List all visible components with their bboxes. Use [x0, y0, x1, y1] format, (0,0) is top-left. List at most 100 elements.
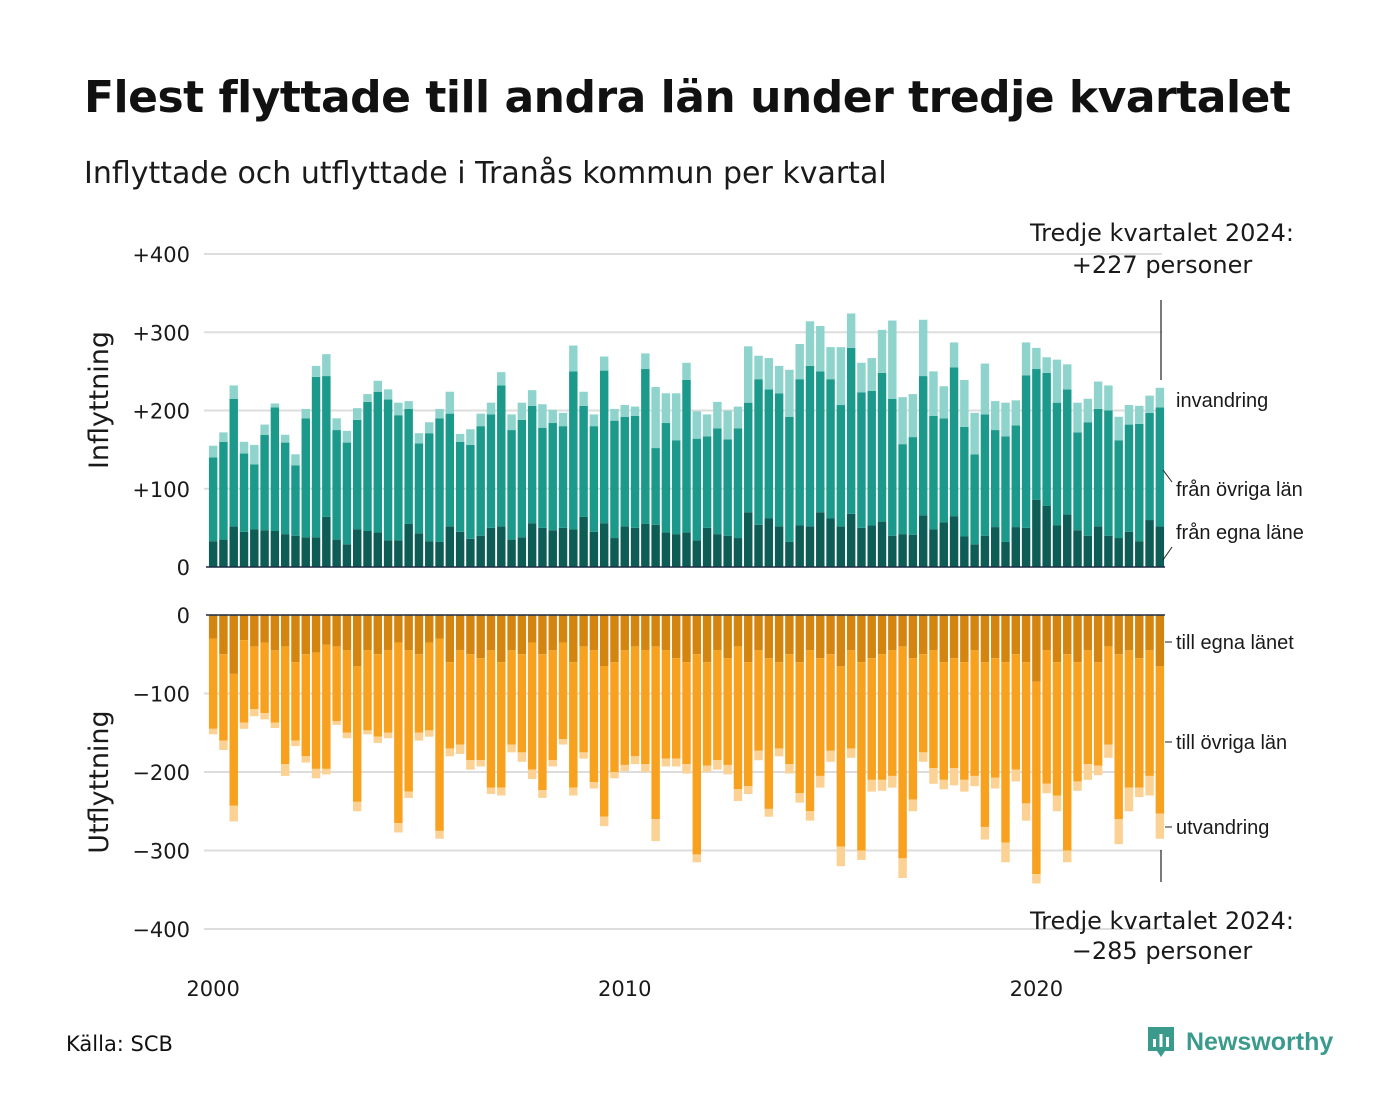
bar-in-ovriga — [507, 430, 516, 540]
bar-in-invandring — [579, 391, 588, 406]
bar-ut-ovriga — [1063, 654, 1072, 851]
bar-in-egna — [980, 535, 990, 567]
bar-ut-utvandring — [404, 791, 413, 798]
bar-in-invandring — [322, 354, 331, 377]
bar-ut-ovriga — [774, 662, 784, 749]
bar-ut-ovriga — [630, 646, 640, 757]
bar-ut-ovriga — [394, 642, 403, 824]
bar-ut-utvandring — [671, 758, 681, 767]
bar-ut-utvandring — [630, 756, 640, 765]
bar-ut-egna — [620, 615, 629, 651]
bar-ut-egna — [1104, 615, 1113, 647]
bar-in-ovriga — [1052, 402, 1062, 526]
bar-ut-utvandring — [301, 756, 310, 763]
bar-ut-egna — [301, 615, 310, 655]
bar-ut-egna — [363, 615, 372, 651]
bar-in-invandring — [723, 410, 732, 440]
bar-ut-utvandring — [857, 850, 866, 860]
bar-in-egna — [208, 541, 218, 567]
bar-in-ovriga — [949, 367, 959, 517]
y-tick-label-top: +300 — [132, 321, 190, 345]
bar-in-egna — [713, 534, 722, 567]
bar-in-ovriga — [579, 405, 588, 517]
y-tick-label-top: +200 — [132, 400, 190, 424]
bar-ut-utvandring — [1073, 781, 1082, 791]
bar-in-egna — [641, 523, 650, 567]
bar-ut-ovriga — [1114, 654, 1123, 820]
bar-in-invandring — [291, 454, 300, 466]
bar-ut-utvandring — [280, 764, 290, 776]
bar-in-egna — [1124, 531, 1134, 567]
bar-in-egna — [260, 530, 269, 567]
bar-ut-ovriga — [455, 650, 465, 745]
bar-ut-utvandring — [1104, 744, 1113, 758]
bar-in-egna — [826, 518, 835, 567]
annotation-bottom-line2: −285 personer — [1072, 937, 1253, 965]
bar-in-invandring — [661, 393, 671, 424]
bar-in-ovriga — [867, 390, 876, 526]
annotation-bottom-line1: Tredje kvartalet 2024: — [1029, 907, 1294, 935]
bar-ut-ovriga — [270, 650, 280, 723]
bar-in-ovriga — [1155, 407, 1165, 527]
bar-in-egna — [466, 538, 475, 567]
bar-in-ovriga — [548, 423, 557, 531]
bar-in-invandring — [250, 444, 259, 465]
bar-in-invandring — [229, 385, 238, 399]
bar-in-ovriga — [1011, 425, 1021, 528]
bar-in-egna — [1073, 530, 1082, 567]
bar-ut-ovriga — [589, 650, 599, 783]
bar-in-ovriga — [826, 379, 835, 519]
bar-in-ovriga — [538, 427, 547, 528]
bar-ut-ovriga — [682, 662, 691, 765]
bar-in-invandring — [352, 408, 362, 420]
bar-ut-egna — [949, 615, 959, 659]
bar-in-egna — [497, 526, 506, 567]
bar-ut-ovriga — [949, 658, 959, 769]
bar-in-egna — [342, 544, 352, 567]
bar-ut-egna — [280, 615, 290, 647]
bar-in-egna — [630, 527, 640, 567]
bar-ut-ovriga — [1011, 654, 1021, 770]
bar-ut-egna — [980, 615, 990, 663]
bar-in-ovriga — [702, 436, 712, 528]
leader-fran-ovriga — [1162, 469, 1173, 483]
bar-ut-utvandring — [702, 765, 712, 772]
bar-ut-ovriga — [527, 642, 537, 770]
source-note: Källa: SCB — [66, 1032, 173, 1056]
label-fran-egna-lane: från egna läne — [1176, 522, 1304, 544]
bar-ut-egna — [569, 615, 578, 663]
bar-ut-egna — [558, 615, 568, 643]
bar-ut-egna — [208, 615, 218, 639]
bar-ut-ovriga — [208, 638, 218, 729]
bar-ut-ovriga — [764, 658, 774, 809]
bar-ut-utvandring — [826, 750, 835, 762]
bar-ut-utvandring — [1145, 775, 1154, 796]
bar-in-egna — [929, 529, 938, 567]
bar-ut-ovriga — [918, 654, 928, 753]
bar-in-ovriga — [888, 398, 897, 536]
bar-ut-utvandring — [363, 730, 372, 735]
bar-ut-ovriga — [425, 642, 434, 731]
bar-in-invandring — [219, 432, 228, 442]
bar-ut-ovriga — [373, 654, 383, 737]
bar-in-ovriga — [929, 415, 938, 530]
bar-ut-ovriga — [517, 654, 527, 753]
bar-in-egna — [970, 544, 979, 567]
bar-ut-egna — [1032, 615, 1041, 682]
bar-ut-ovriga — [466, 654, 475, 761]
bar-in-invandring — [208, 445, 218, 458]
bar-ut-ovriga — [301, 654, 310, 757]
bar-ut-ovriga — [929, 650, 938, 769]
bar-ut-utvandring — [970, 775, 979, 787]
bar-in-invandring — [795, 343, 804, 380]
bar-ut-egna — [383, 615, 393, 651]
bar-ut-ovriga — [569, 662, 578, 788]
bar-ut-ovriga — [250, 646, 259, 710]
bar-ut-utvandring — [332, 720, 341, 725]
bar-ut-egna — [548, 615, 557, 651]
bar-ut-egna — [1145, 615, 1154, 651]
bar-in-egna — [723, 535, 732, 567]
bar-ut-ovriga — [291, 662, 300, 741]
bar-in-ovriga — [291, 465, 300, 536]
y-tick-label-bottom: −300 — [132, 840, 190, 864]
